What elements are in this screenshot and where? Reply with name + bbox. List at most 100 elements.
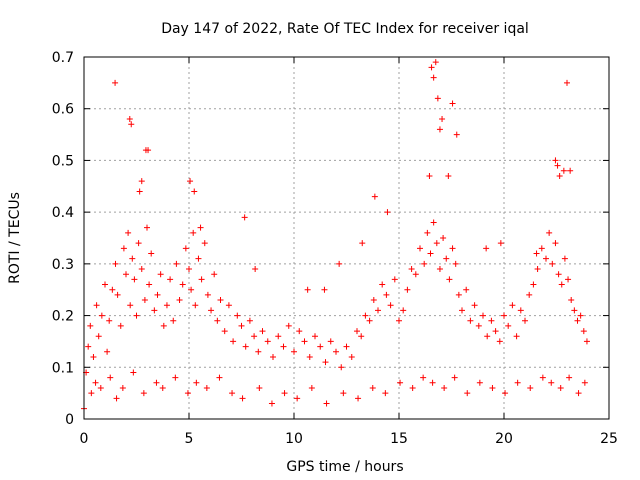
data-point-plus <box>509 302 516 309</box>
data-point-plus <box>141 297 148 304</box>
data-point-plus <box>268 400 275 407</box>
data-point-plus <box>198 276 205 283</box>
data-point-plus <box>138 178 145 185</box>
data-point-plus <box>280 343 287 350</box>
data-point-plus <box>436 126 443 133</box>
data-point-plus <box>107 374 114 381</box>
data-point-plus <box>234 312 241 319</box>
data-point-plus <box>366 317 373 324</box>
data-point-plus <box>467 317 474 324</box>
data-point-plus <box>400 307 407 314</box>
data-point-plus <box>133 312 140 319</box>
data-point-plus <box>159 384 166 391</box>
data-point-plus <box>281 390 288 397</box>
data-point-plus <box>186 266 192 273</box>
data-point-plus <box>182 245 189 252</box>
data-point-plus <box>296 328 303 335</box>
data-point-plus <box>530 281 537 288</box>
data-point-plus <box>428 64 435 71</box>
data-point-plus <box>483 245 490 252</box>
data-point-plus <box>420 374 427 381</box>
data-point-plus <box>533 250 540 257</box>
data-point-plus <box>188 286 195 293</box>
data-point-plus <box>426 172 433 179</box>
data-point-plus <box>327 338 334 345</box>
data-point-plus <box>555 271 562 278</box>
data-point-plus <box>109 286 116 293</box>
data-point-plus <box>259 328 266 335</box>
data-point-plus <box>270 353 276 360</box>
y-tick-label: 0.1 <box>52 360 74 376</box>
data-point-plus <box>90 353 97 360</box>
data-point-plus <box>211 271 218 278</box>
data-points <box>81 59 590 412</box>
data-point-plus <box>340 390 347 397</box>
y-tick-label: 0 <box>65 412 74 428</box>
data-point-plus <box>129 255 136 262</box>
x-axis-label: GPS time / hours <box>286 459 403 475</box>
data-point-plus <box>87 322 94 329</box>
data-point-plus <box>409 384 416 391</box>
data-point-plus <box>167 276 174 283</box>
y-tick-label: 0.4 <box>52 205 74 221</box>
data-point-plus <box>581 379 588 386</box>
data-point-plus <box>436 266 443 273</box>
data-point-plus <box>430 219 437 226</box>
data-point-plus <box>489 384 496 391</box>
data-point-plus <box>397 379 404 386</box>
data-point-plus <box>157 271 164 278</box>
data-point-plus <box>148 250 155 257</box>
data-point-plus <box>217 297 224 304</box>
data-point-plus <box>112 260 119 267</box>
data-point-plus <box>193 379 200 386</box>
data-point-plus <box>112 79 119 86</box>
data-point-plus <box>229 390 236 397</box>
y-tick-label: 0.3 <box>52 257 74 273</box>
data-point-plus <box>369 384 376 391</box>
data-point-plus <box>488 317 495 324</box>
data-point-plus <box>513 333 520 340</box>
data-point-plus <box>102 281 108 288</box>
data-point-plus <box>451 374 458 381</box>
data-point-plus <box>355 395 362 402</box>
data-point-plus <box>446 276 453 283</box>
data-point-plus <box>153 379 160 386</box>
data-point-plus <box>135 240 142 247</box>
data-point-plus <box>548 379 555 386</box>
data-point-plus <box>430 74 437 81</box>
data-point-plus <box>429 379 436 386</box>
data-point-plus <box>546 229 553 236</box>
data-point-plus <box>214 317 221 324</box>
data-point-plus <box>216 374 223 381</box>
data-point-plus <box>106 317 113 324</box>
data-point-plus <box>251 333 258 340</box>
data-point-plus <box>190 229 197 236</box>
data-point-plus <box>527 384 534 391</box>
x-tick-label: 20 <box>495 431 513 447</box>
y-tick-label: 0.5 <box>52 153 74 169</box>
data-point-plus <box>455 291 462 298</box>
data-point-plus <box>459 307 465 314</box>
data-point-plus <box>176 297 183 304</box>
data-point-plus <box>93 302 100 309</box>
data-point-plus <box>187 178 194 185</box>
y-axis-label: ROTI / TECUs <box>7 192 23 284</box>
data-point-plus <box>285 322 292 329</box>
data-point-plus <box>104 348 111 355</box>
data-point-plus <box>114 291 121 298</box>
data-point-plus <box>574 317 581 324</box>
data-point-plus <box>343 343 350 350</box>
data-point-plus <box>362 312 369 319</box>
data-point-plus <box>404 286 411 293</box>
data-point-plus <box>449 245 456 252</box>
data-point-plus <box>291 348 297 355</box>
data-point-plus <box>359 240 366 247</box>
data-point-plus <box>497 240 504 247</box>
data-point-plus <box>432 59 439 66</box>
data-point-plus <box>412 271 419 278</box>
data-point-plus <box>375 307 381 314</box>
y-tick-label: 0.7 <box>52 50 74 66</box>
data-point-plus <box>201 240 208 247</box>
data-point-plus <box>534 266 541 273</box>
